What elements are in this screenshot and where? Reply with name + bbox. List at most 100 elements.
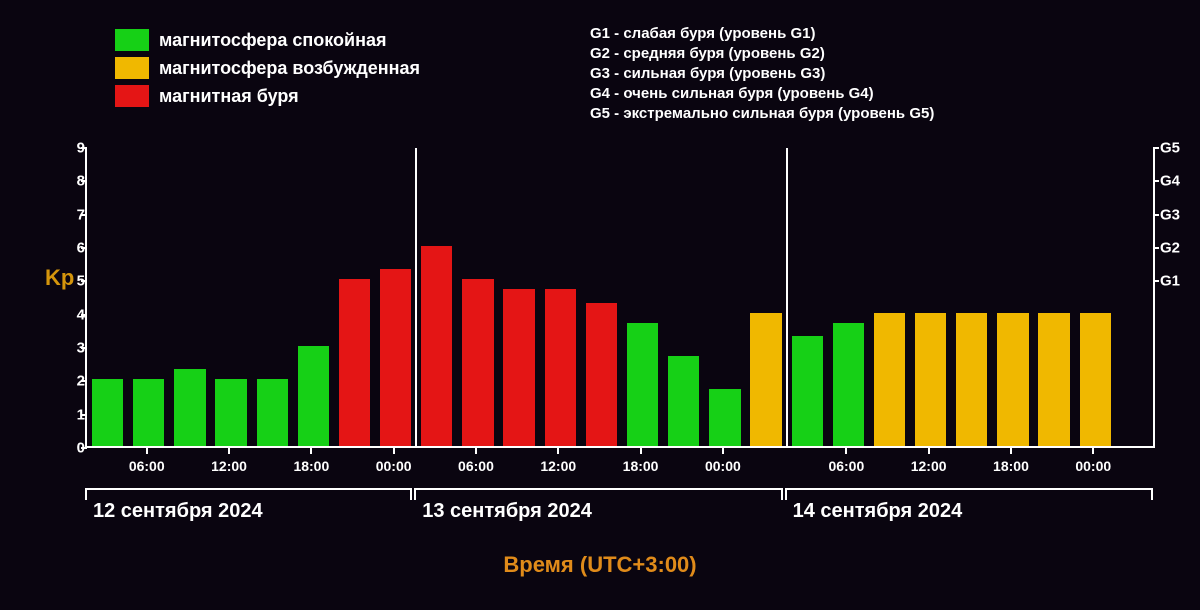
kp-bar (709, 389, 740, 446)
legend-scale-line: G2 - средняя буря (уровень G2) (590, 44, 934, 64)
y-tick-mark (81, 247, 87, 249)
legend-item: магнитосфера спокойная (115, 28, 420, 52)
legend-g-scale: G1 - слабая буря (уровень G1)G2 - средня… (590, 24, 934, 124)
y-tick-mark (81, 314, 87, 316)
legend-swatch (115, 57, 149, 79)
g-tick-label: G3 (1160, 206, 1180, 223)
x-tick-mark (722, 448, 724, 454)
x-tick-label: 00:00 (705, 458, 741, 474)
x-tick-mark (640, 448, 642, 454)
g-tick-mark (1153, 147, 1159, 149)
g-tick-mark (1153, 247, 1159, 249)
x-tick-label: 12:00 (911, 458, 947, 474)
legend-item: магнитосфера возбужденная (115, 56, 420, 80)
legend-item: магнитная буря (115, 84, 420, 108)
x-tick-mark (845, 448, 847, 454)
legend-scale-line: G4 - очень сильная буря (уровень G4) (590, 84, 934, 104)
g-tick-mark (1153, 180, 1159, 182)
g-tick-mark (1153, 280, 1159, 282)
kp-bar (956, 313, 987, 446)
kp-bar (627, 323, 658, 446)
g-axis-ticks: G1G2G3G4G5 (1160, 148, 1190, 448)
kp-bar (92, 379, 123, 446)
date-label: 14 сентября 2024 (793, 500, 963, 523)
x-tick-mark (475, 448, 477, 454)
x-axis-ticks: 06:00 12:00 18:00 00:00 06:00 12:00 18:00 00:00… (85, 452, 1155, 482)
y-axis-ticks: 0123456789 (70, 148, 85, 448)
x-tick-label: 18:00 (293, 458, 329, 474)
kp-bar (257, 379, 288, 446)
date-label: 12 сентября 2024 (93, 500, 263, 523)
kp-bar (833, 323, 864, 446)
x-tick-mark (393, 448, 395, 454)
x-tick-mark (1092, 448, 1094, 454)
kp-bar (750, 313, 781, 446)
kp-bar (1038, 313, 1069, 446)
y-tick-mark (81, 147, 87, 149)
g-tick-label: G1 (1160, 273, 1180, 290)
g-tick-label: G4 (1160, 173, 1180, 190)
day-separator (415, 148, 417, 446)
y-tick-mark (81, 214, 87, 216)
y-tick-mark (81, 180, 87, 182)
kp-bar (997, 313, 1028, 446)
legend-scale-line: G3 - сильная буря (уровень G3) (590, 64, 934, 84)
kp-bar (1080, 313, 1111, 446)
y-tick-mark (81, 414, 87, 416)
x-axis-label: Время (UTC+3:00) (0, 552, 1200, 578)
g-tick-label: G2 (1160, 240, 1180, 257)
kp-bar (462, 279, 493, 446)
legend-scale-line: G5 - экстремально сильная буря (уровень … (590, 104, 934, 124)
y-tick-mark (81, 447, 87, 449)
kp-bar (915, 313, 946, 446)
kp-bar (380, 269, 411, 446)
kp-bar (215, 379, 246, 446)
x-tick-label: 18:00 (623, 458, 659, 474)
legend-color: магнитосфера спокойная магнитосфера возбу… (115, 28, 420, 112)
date-label: 13 сентября 2024 (422, 500, 592, 523)
date-bracket (414, 488, 782, 500)
kp-bar (792, 336, 823, 446)
kp-bar (545, 289, 576, 446)
legend-swatch (115, 85, 149, 107)
x-tick-mark (1010, 448, 1012, 454)
x-tick-label: 06:00 (828, 458, 864, 474)
y-tick-mark (81, 280, 87, 282)
date-bracket (785, 488, 1153, 500)
legend-scale-line: G1 - слабая буря (уровень G1) (590, 24, 934, 44)
plot-box (85, 148, 1155, 448)
kp-bar (339, 279, 370, 446)
kp-bar (421, 246, 452, 446)
x-tick-label: 00:00 (376, 458, 412, 474)
g-tick-label: G5 (1160, 140, 1180, 157)
x-tick-mark (310, 448, 312, 454)
legend-label: магнитосфера спокойная (159, 30, 387, 51)
x-tick-label: 18:00 (993, 458, 1029, 474)
x-tick-mark (928, 448, 930, 454)
date-bracket (85, 488, 412, 500)
x-tick-label: 12:00 (540, 458, 576, 474)
kp-bar (174, 369, 205, 446)
kp-bar (133, 379, 164, 446)
legend-label: магнитосфера возбужденная (159, 58, 420, 79)
kp-bar (586, 303, 617, 446)
y-tick-mark (81, 380, 87, 382)
kp-bar (874, 313, 905, 446)
x-tick-mark (146, 448, 148, 454)
kp-bar (298, 346, 329, 446)
kp-bar (503, 289, 534, 446)
kp-bar (668, 356, 699, 446)
x-tick-label: 12:00 (211, 458, 247, 474)
x-tick-label: 00:00 (1075, 458, 1111, 474)
g-tick-mark (1153, 214, 1159, 216)
date-labels-row: 12 сентября 2024 13 сентября 2024 14 сентя… (85, 488, 1155, 524)
chart-plot-area (85, 148, 1155, 448)
legend-swatch (115, 29, 149, 51)
x-tick-mark (228, 448, 230, 454)
x-tick-mark (557, 448, 559, 454)
y-tick-mark (81, 347, 87, 349)
x-tick-label: 06:00 (129, 458, 165, 474)
day-separator (786, 148, 788, 446)
x-tick-label: 06:00 (458, 458, 494, 474)
legend-label: магнитная буря (159, 86, 299, 107)
